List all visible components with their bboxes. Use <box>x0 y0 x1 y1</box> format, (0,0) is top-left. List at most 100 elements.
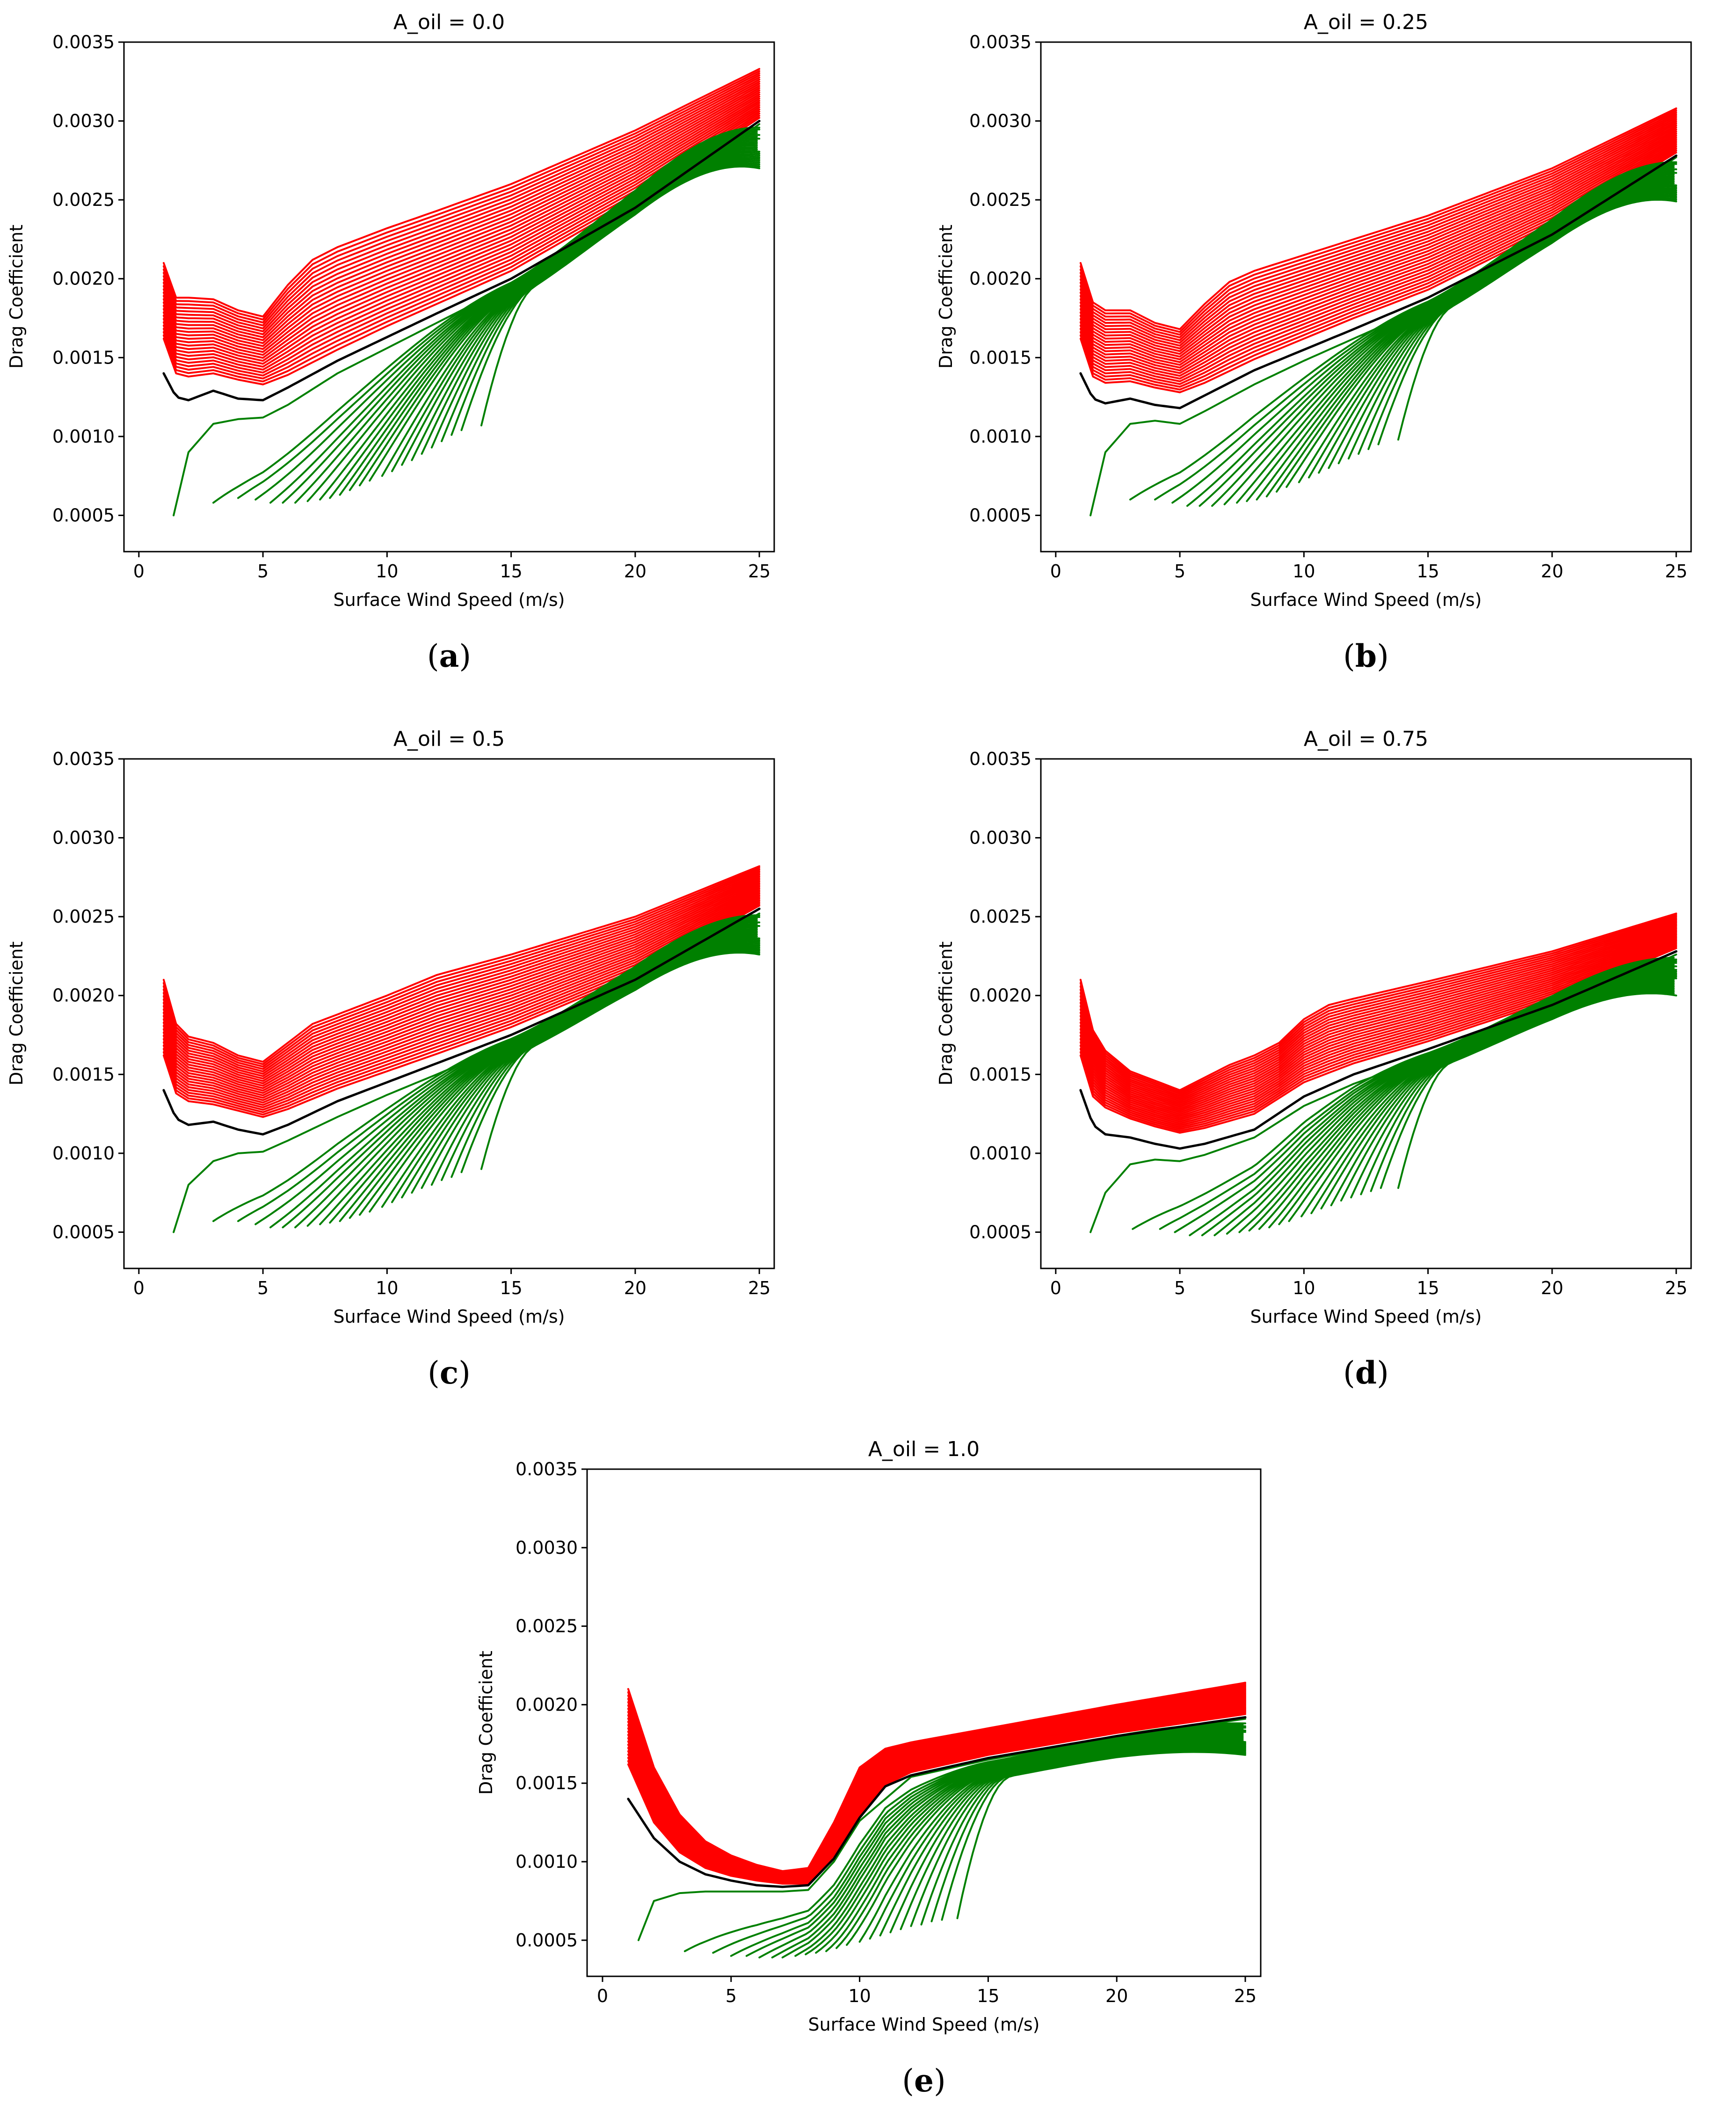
red-series-line <box>162 89 761 347</box>
y-tick-label: 0.0015 <box>969 1064 1031 1085</box>
y-tick-label: 0.0005 <box>969 1222 1031 1242</box>
y-tick-label: 0.0015 <box>52 347 115 368</box>
x-axis-label-d: Surface Wind Speed (m/s) <box>1250 1306 1482 1327</box>
x-tick-label: 5 <box>257 561 269 582</box>
red-series-line <box>162 874 761 1075</box>
red-series-line <box>1079 121 1678 350</box>
y-tick-label: 0.0010 <box>516 1851 578 1872</box>
panel-label-d: (d) <box>1343 1355 1389 1391</box>
x-tick-label: 25 <box>1665 1278 1687 1298</box>
red-series-line <box>1079 932 1678 1115</box>
red-series-line <box>162 887 761 1094</box>
red-series-line <box>1079 138 1678 374</box>
panel-b: A_oil = 0.25 Surface Wind Speed (m/s) Dr… <box>936 10 1692 674</box>
x-tick-label: 0 <box>1050 561 1061 582</box>
y-ticks-a: 0.0005 0.0010 0.0015 0.0020 0.0025 0.003… <box>52 32 115 525</box>
panel-label-b: (b) <box>1343 638 1389 674</box>
y-axis-label-b: Drag Coefficient <box>936 225 956 369</box>
x-tick-label: 10 <box>1293 561 1315 582</box>
panel-d: A_oil = 0.75 Surface Wind Speed (m/s) Dr… <box>936 727 1692 1391</box>
series-c <box>162 865 761 1233</box>
x-tick-label: 10 <box>376 1278 398 1298</box>
y-axis-label-d: Drag Coefficient <box>936 941 956 1085</box>
baseline-series-line <box>162 120 761 401</box>
baseline-series-line <box>627 1716 1247 1888</box>
x-tick-label: 0 <box>1050 1278 1061 1298</box>
red-series-line <box>1079 136 1678 371</box>
y-tick-label: 0.0010 <box>969 426 1031 447</box>
red-series-line <box>1079 126 1678 358</box>
x-ticks-c: 0 5 10 15 20 25 <box>133 1278 771 1298</box>
y-ticks-e: 0.0005 0.0010 0.0015 0.0020 0.0025 0.003… <box>516 1459 578 1951</box>
chart-title-e: A_oil = 1.0 <box>868 1437 980 1461</box>
x-tick-label: 15 <box>500 1278 522 1298</box>
y-axis-label-a: Drag Coefficient <box>6 225 27 369</box>
red-series-line <box>1079 107 1678 330</box>
red-series-line <box>162 95 761 356</box>
y-tick-label: 0.0030 <box>52 111 115 131</box>
y-tick-label: 0.0005 <box>516 1930 578 1951</box>
x-ticks-b: 0 5 10 15 20 25 <box>1050 561 1688 582</box>
red-series-line <box>162 100 761 362</box>
baseline-series-line <box>162 907 761 1136</box>
red-series-line <box>162 79 761 333</box>
x-tick-label: 25 <box>1665 561 1687 582</box>
red-series-line <box>162 74 761 327</box>
x-tick-label: 20 <box>624 561 646 582</box>
x-tick-label: 25 <box>748 1278 770 1298</box>
y-tick-label: 0.0035 <box>969 749 1031 769</box>
red-series-line <box>162 93 761 353</box>
x-tick-label: 0 <box>133 1278 145 1298</box>
red-series-line <box>1079 917 1678 1097</box>
red-series-line <box>1079 134 1678 369</box>
x-tick-label: 10 <box>376 561 398 582</box>
y-axis-label-e: Drag Coefficient <box>476 1651 496 1795</box>
red-series-line <box>162 867 761 1065</box>
green-series-line <box>1129 161 1678 501</box>
red-series-line <box>1079 918 1678 1099</box>
y-tick-label: 0.0010 <box>969 1143 1031 1164</box>
x-tick-label: 15 <box>1416 1278 1439 1298</box>
red-series-line <box>627 1682 1246 1872</box>
x-axis-label-b: Surface Wind Speed (m/s) <box>1250 590 1482 610</box>
red-series-line <box>162 868 761 1068</box>
y-tick-label: 0.0010 <box>52 1143 115 1164</box>
y-tick-label: 0.0025 <box>52 906 115 927</box>
red-series-line <box>162 76 761 329</box>
x-tick-label: 25 <box>748 561 770 582</box>
red-series-line <box>1079 915 1678 1095</box>
red-series-line <box>1079 931 1678 1114</box>
y-tick-label: 0.0015 <box>969 347 1031 368</box>
red-series-line <box>162 877 761 1080</box>
baseline-series-line <box>1079 154 1678 409</box>
x-ticks-a: 0 5 10 15 20 25 <box>133 561 771 582</box>
x-tick-label: 5 <box>1174 561 1185 582</box>
y-tick-label: 0.0015 <box>516 1773 578 1793</box>
x-ticks-d: 0 5 10 15 20 25 <box>1050 1278 1688 1298</box>
panel-label-c: (c) <box>428 1355 471 1391</box>
series-a <box>162 68 761 517</box>
panel-c: A_oil = 0.5 Surface Wind Speed (m/s) Dra… <box>6 727 775 1391</box>
x-tick-label: 20 <box>1541 561 1563 582</box>
red-series-line <box>162 892 761 1101</box>
red-series-line <box>1079 925 1678 1106</box>
red-series-line <box>1079 933 1678 1117</box>
y-ticks-c: 0.0005 0.0010 0.0015 0.0020 0.0025 0.003… <box>52 749 115 1242</box>
red-series-line <box>162 102 761 365</box>
x-tick-label: 20 <box>1541 1278 1563 1298</box>
chart-title-b: A_oil = 0.25 <box>1304 10 1428 34</box>
y-tick-label: 0.0035 <box>969 32 1031 52</box>
red-series-line <box>1079 926 1678 1108</box>
green-series-line <box>480 952 761 1170</box>
y-tick-label: 0.0025 <box>516 1616 578 1637</box>
red-series-line <box>162 83 761 338</box>
green-series-line <box>212 914 761 1222</box>
green-series-line <box>1132 957 1675 1230</box>
red-series-line <box>1079 109 1678 333</box>
series-d <box>1079 912 1678 1237</box>
red-series-line <box>1079 912 1678 1091</box>
plot-area-d <box>1040 758 1692 1269</box>
red-series-line <box>162 91 761 350</box>
red-series-line <box>1079 124 1678 355</box>
